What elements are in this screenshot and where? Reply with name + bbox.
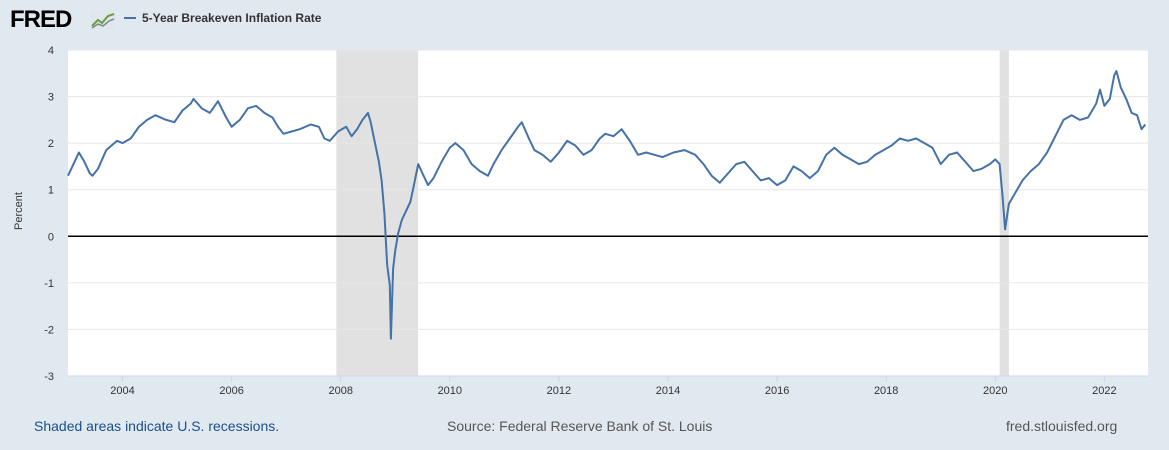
y-tick-label: 3 xyxy=(48,92,54,104)
chart-header: FRED 5-Year Breakeven Inflation Rate xyxy=(0,0,1169,40)
fred-url[interactable]: fred.stlouisfed.org xyxy=(1006,418,1118,434)
x-tick-label: 2010 xyxy=(438,385,462,397)
legend: 5-Year Breakeven Inflation Rate xyxy=(124,11,321,25)
y-tick-label: 4 xyxy=(48,45,54,57)
line-chart: 4 3 2 1 0 -1 -2 -3 2004 2006 2008 2010 2012 2014 2016… xyxy=(13,45,1148,397)
y-tick-label: 2 xyxy=(48,138,54,150)
x-tick-label: 2006 xyxy=(219,385,243,397)
plot-area xyxy=(68,50,1148,376)
x-tick-label: 2020 xyxy=(983,385,1007,397)
y-tick-label: -3 xyxy=(44,371,54,383)
y-tick-label: 1 xyxy=(48,185,54,197)
x-tick-label: 2012 xyxy=(547,385,571,397)
x-tick-label: 2004 xyxy=(110,385,134,397)
y-axis: 4 3 2 1 0 -1 -2 -3 xyxy=(44,45,54,383)
recession-note[interactable]: Shaded areas indicate U.S. recessions. xyxy=(34,418,280,434)
y-tick-label: -2 xyxy=(44,324,54,336)
series-line xyxy=(67,70,1147,340)
line-chart-icon xyxy=(90,10,116,35)
x-tick-label: 2008 xyxy=(328,385,352,397)
y-tick-label: -1 xyxy=(44,278,54,290)
y-tick-label: 0 xyxy=(48,231,54,243)
source-note: Source: Federal Reserve Bank of St. Loui… xyxy=(447,418,713,434)
x-tick-label: 2018 xyxy=(874,385,898,397)
legend-swatch xyxy=(124,17,136,19)
y-axis-label: Percent xyxy=(13,192,25,230)
legend-series-label[interactable]: 5-Year Breakeven Inflation Rate xyxy=(142,11,322,25)
x-tick-label: 2016 xyxy=(765,385,789,397)
x-axis: 2004 2006 2008 2010 2012 2014 2016 2018 2020 2022 xyxy=(68,375,1148,397)
x-tick-label: 2014 xyxy=(656,385,680,397)
x-tick-label: 2022 xyxy=(1092,385,1116,397)
fred-logo[interactable]: FRED xyxy=(10,6,72,33)
series xyxy=(67,70,1147,340)
